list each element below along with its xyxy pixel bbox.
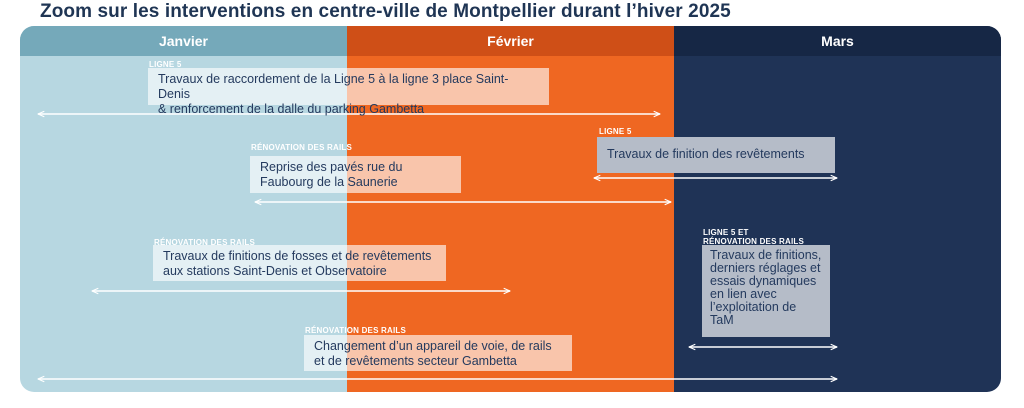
intervention-3-box: Reprise des pavés rue du Faubourg de la … xyxy=(250,156,461,193)
timeline-board: Janvier Février Mars LIGNE 5 Travaux de … xyxy=(20,26,1001,392)
intervention-1-box: Travaux de raccordement de la Ligne 5 à … xyxy=(148,68,549,116)
intervention-6-box: Changement d’un appareil de voie, de rai… xyxy=(304,335,572,371)
month-header-mars: Mars xyxy=(674,26,1001,56)
intervention-1-tag: LIGNE 5 xyxy=(149,60,182,69)
intervention-2-tag: LIGNE 5 xyxy=(599,127,632,136)
intervention-4-tag: RÉNOVATION DES RAILS xyxy=(154,238,256,247)
page-title: Zoom sur les interventions en centre-vil… xyxy=(40,1,731,22)
intervention-5-box: Travaux de finitions, derniers réglages … xyxy=(702,245,830,337)
month-header-janvier: Janvier xyxy=(20,26,347,56)
intervention-3-tag: RÉNOVATION DES RAILS xyxy=(251,143,353,152)
intervention-6-tag: RÉNOVATION DES RAILS xyxy=(305,326,407,335)
intervention-2-box: Travaux de finition des revêtements xyxy=(597,137,835,173)
timeline-arrows xyxy=(20,26,1001,392)
month-header-fevrier: Février xyxy=(347,26,674,56)
intervention-5-tag: LIGNE 5 ET RÉNOVATION DES RAILS xyxy=(703,228,805,246)
intervention-4-box: Travaux de finitions de fosses et de rev… xyxy=(153,245,446,281)
